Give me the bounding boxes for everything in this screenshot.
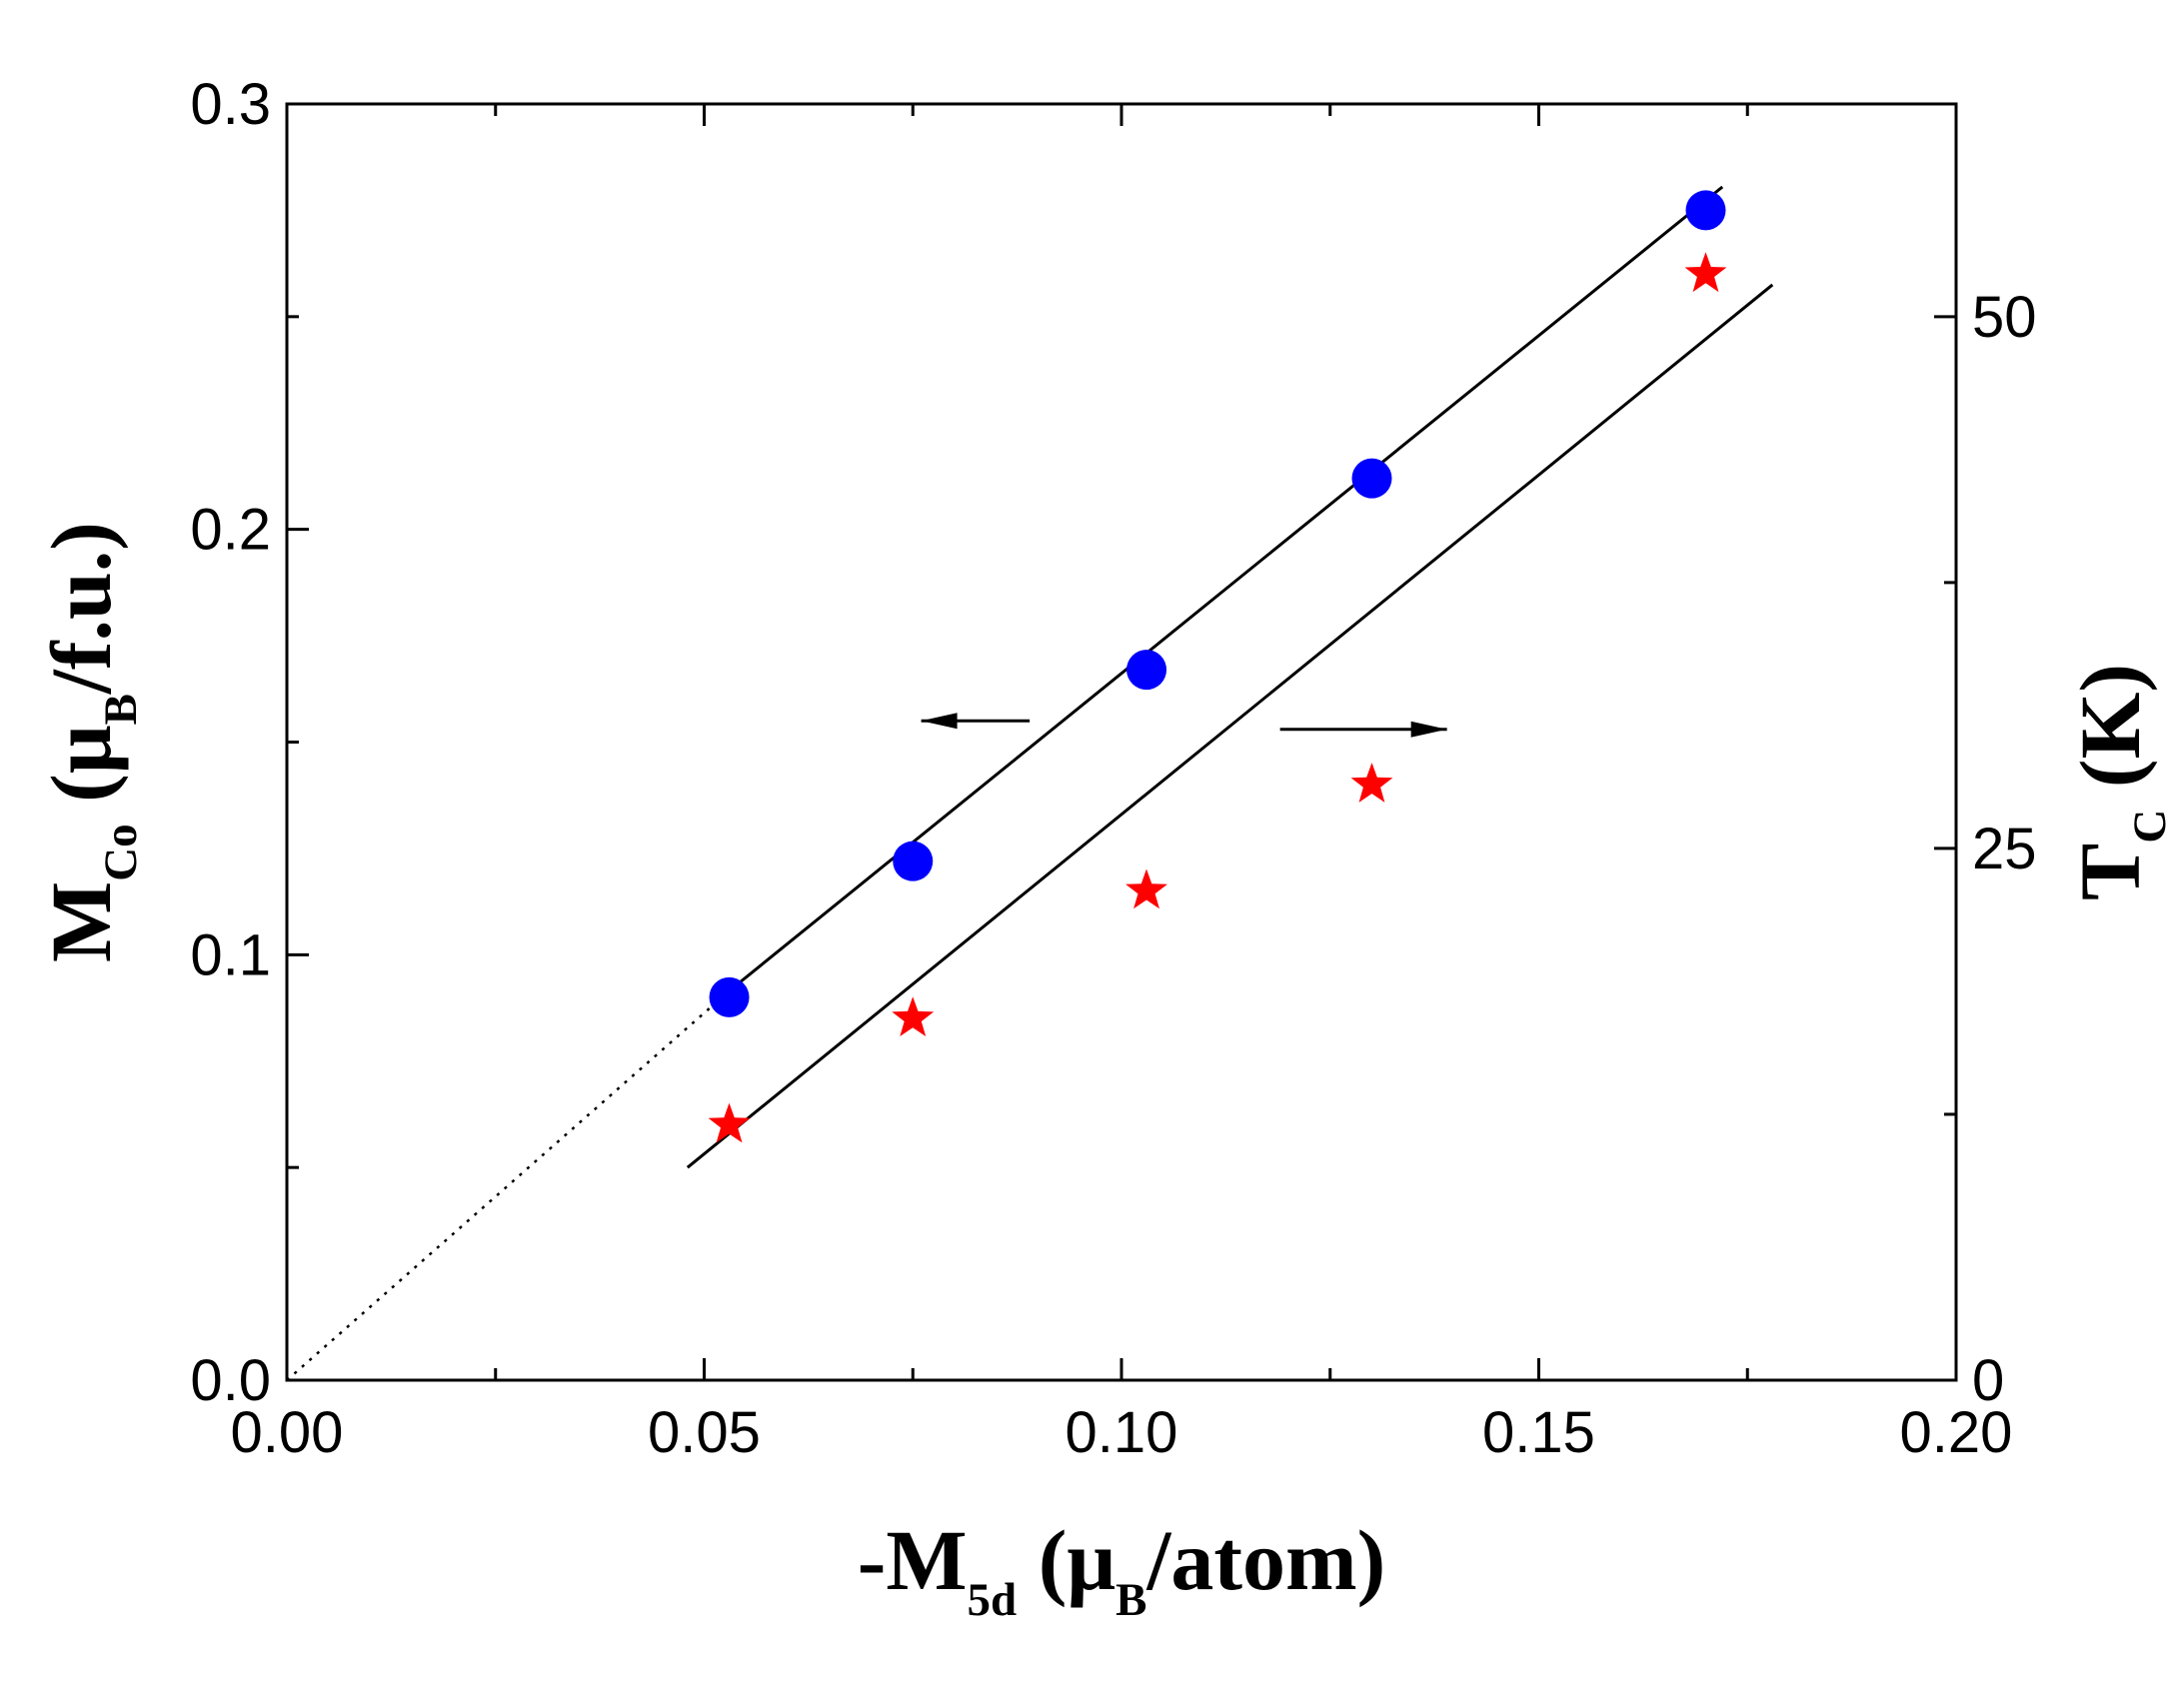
y-left-tick-label: 0.2 bbox=[190, 498, 271, 563]
tc-data-point bbox=[1684, 252, 1727, 293]
y-left-tick-label: 0.1 bbox=[190, 922, 271, 987]
direction-arrows bbox=[921, 713, 1447, 738]
y-right-tick-label: 50 bbox=[1972, 285, 2037, 350]
extrapolation-line bbox=[287, 989, 731, 1380]
x-tick-label: 0.20 bbox=[1900, 1400, 2013, 1465]
mco-data-point bbox=[1351, 458, 1392, 499]
y-left-axis-title: MCo (μB/f.u.) bbox=[33, 522, 147, 962]
y-left-tick-label: 0.3 bbox=[190, 72, 271, 137]
x-tick-label: 0.10 bbox=[1066, 1400, 1178, 1465]
fit-line bbox=[728, 185, 1724, 992]
y-right-axis-title: TC (K) bbox=[2062, 664, 2174, 900]
right-axis-arrow-head bbox=[1410, 721, 1447, 738]
tc-data-point bbox=[892, 996, 935, 1036]
tc-data-point bbox=[1350, 763, 1393, 803]
tc-data-point bbox=[1125, 868, 1167, 909]
x-tick-label: 0.00 bbox=[231, 1400, 344, 1465]
mco-data-point bbox=[893, 841, 934, 881]
mco-data-point bbox=[1126, 650, 1167, 691]
plot-frame bbox=[285, 102, 1958, 1382]
axis-titles: -M5d (μB/atom) MCo (μB/f.u.) TC (K) bbox=[33, 522, 2174, 1626]
mco-data-point bbox=[709, 976, 750, 1017]
y-right-tick-label: 0 bbox=[1972, 1348, 2004, 1413]
tc-data-point bbox=[708, 1102, 751, 1143]
left-axis-arrow-head bbox=[921, 713, 958, 730]
fit-line bbox=[686, 283, 1774, 1169]
data-markers bbox=[708, 190, 1727, 1143]
fit-lines bbox=[287, 185, 1774, 1380]
mco-data-point bbox=[1685, 190, 1726, 231]
y-right-tick-label: 25 bbox=[1972, 817, 2037, 881]
x-tick-label: 0.05 bbox=[648, 1400, 761, 1465]
axes: 0.00 0.05 0.10 0.15 0.20 0.0 0.1 0.2 0.3 0 25 50 bbox=[190, 72, 2036, 1465]
x-axis-title: -M5d (μB/atom) bbox=[858, 1512, 1386, 1626]
x-tick-label: 0.15 bbox=[1482, 1400, 1595, 1465]
y-left-tick-label: 0.0 bbox=[190, 1348, 271, 1413]
